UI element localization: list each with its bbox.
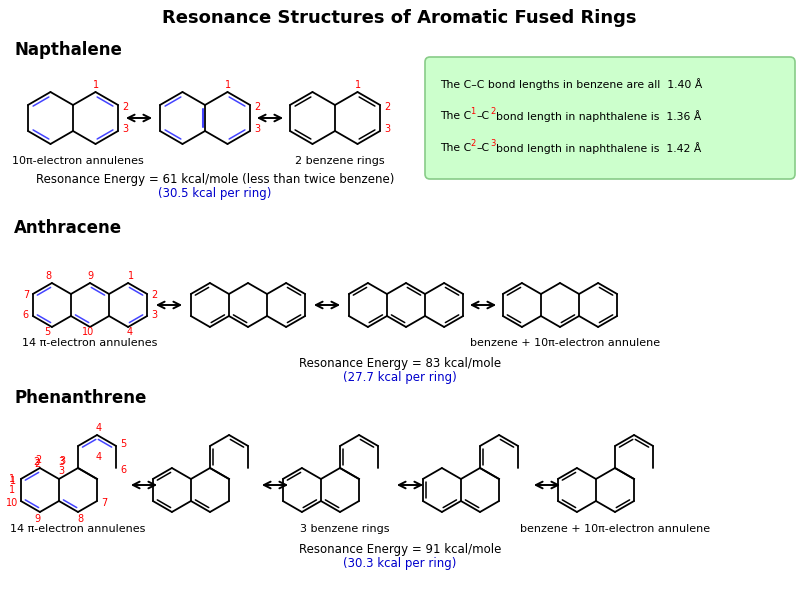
- Text: Resonance Structures of Aromatic Fused Rings: Resonance Structures of Aromatic Fused R…: [161, 9, 636, 27]
- Text: 5: 5: [44, 327, 50, 337]
- Text: 4: 4: [127, 327, 133, 337]
- Text: Resonance Energy = 83 kcal/mole: Resonance Energy = 83 kcal/mole: [299, 357, 501, 370]
- Text: 2: 2: [470, 138, 475, 148]
- Text: 7: 7: [22, 290, 29, 300]
- Text: 2 benzene rings: 2 benzene rings: [295, 156, 385, 166]
- Text: 2: 2: [384, 102, 390, 112]
- Text: 1: 1: [470, 106, 475, 116]
- Text: 1: 1: [10, 476, 16, 486]
- Text: 3: 3: [151, 310, 157, 320]
- Text: 2: 2: [151, 290, 157, 300]
- Text: (27.7 kcal per ring): (27.7 kcal per ring): [343, 370, 457, 384]
- Text: 7: 7: [101, 498, 107, 508]
- Text: 1: 1: [355, 80, 360, 90]
- Text: 2: 2: [490, 106, 495, 116]
- Text: 8: 8: [77, 514, 83, 524]
- Text: 3: 3: [59, 456, 65, 466]
- Text: 10: 10: [6, 498, 18, 508]
- FancyBboxPatch shape: [425, 57, 795, 179]
- Text: 2: 2: [35, 455, 41, 465]
- Text: 1: 1: [9, 485, 15, 495]
- Text: 3 benzene rings: 3 benzene rings: [300, 524, 390, 534]
- Text: 14 π-electron annulenes: 14 π-electron annulenes: [22, 338, 157, 348]
- Text: 10: 10: [81, 327, 94, 337]
- Text: 3: 3: [58, 466, 64, 476]
- Text: The C: The C: [440, 111, 471, 121]
- Text: 3: 3: [384, 124, 390, 134]
- Text: 3: 3: [490, 138, 495, 148]
- Text: Resonance Energy = 91 kcal/mole: Resonance Energy = 91 kcal/mole: [299, 542, 501, 555]
- Text: The C–C bond lengths in benzene are all  1.40 Å: The C–C bond lengths in benzene are all …: [440, 78, 702, 90]
- Text: 3: 3: [122, 124, 128, 134]
- Text: 1: 1: [9, 474, 15, 484]
- Text: 4: 4: [96, 452, 102, 462]
- Text: 4: 4: [96, 423, 102, 433]
- Text: Anthracene: Anthracene: [14, 219, 122, 237]
- Text: 2: 2: [122, 102, 128, 112]
- Text: 8: 8: [46, 271, 52, 281]
- Text: 3: 3: [254, 124, 260, 134]
- Text: 1: 1: [225, 80, 231, 90]
- Text: 2: 2: [34, 459, 40, 469]
- Text: bond length in naphthalene is  1.36 Å: bond length in naphthalene is 1.36 Å: [496, 110, 702, 122]
- Text: benzene + 10π-electron annulene: benzene + 10π-electron annulene: [520, 524, 710, 534]
- Text: 3: 3: [58, 457, 64, 467]
- Text: (30.5 kcal per ring): (30.5 kcal per ring): [158, 186, 272, 199]
- Text: bond length in naphthalene is  1.42 Å: bond length in naphthalene is 1.42 Å: [496, 142, 702, 154]
- Text: 10π-electron annulenes: 10π-electron annulenes: [12, 156, 144, 166]
- Text: Resonance Energy = 61 kcal/mole (less than twice benzene): Resonance Energy = 61 kcal/mole (less th…: [36, 172, 394, 186]
- Text: 6: 6: [23, 310, 29, 320]
- Text: 5: 5: [120, 439, 126, 449]
- Text: 9: 9: [35, 514, 41, 524]
- Text: 1: 1: [93, 80, 98, 90]
- Text: 2: 2: [33, 457, 39, 467]
- Text: (30.3 kcal per ring): (30.3 kcal per ring): [344, 557, 457, 569]
- Text: benzene + 10π-electron annulene: benzene + 10π-electron annulene: [470, 338, 660, 348]
- Text: The C: The C: [440, 143, 471, 153]
- Text: 14 π-electron annulenes: 14 π-electron annulenes: [10, 524, 145, 534]
- Text: –C: –C: [476, 111, 489, 121]
- Text: Phenanthrene: Phenanthrene: [14, 389, 146, 407]
- Text: –C: –C: [476, 143, 489, 153]
- Text: 9: 9: [87, 271, 93, 281]
- Text: 6: 6: [120, 465, 126, 475]
- Text: 1: 1: [128, 271, 134, 281]
- Text: Napthalene: Napthalene: [14, 41, 122, 59]
- Text: 2: 2: [254, 102, 260, 112]
